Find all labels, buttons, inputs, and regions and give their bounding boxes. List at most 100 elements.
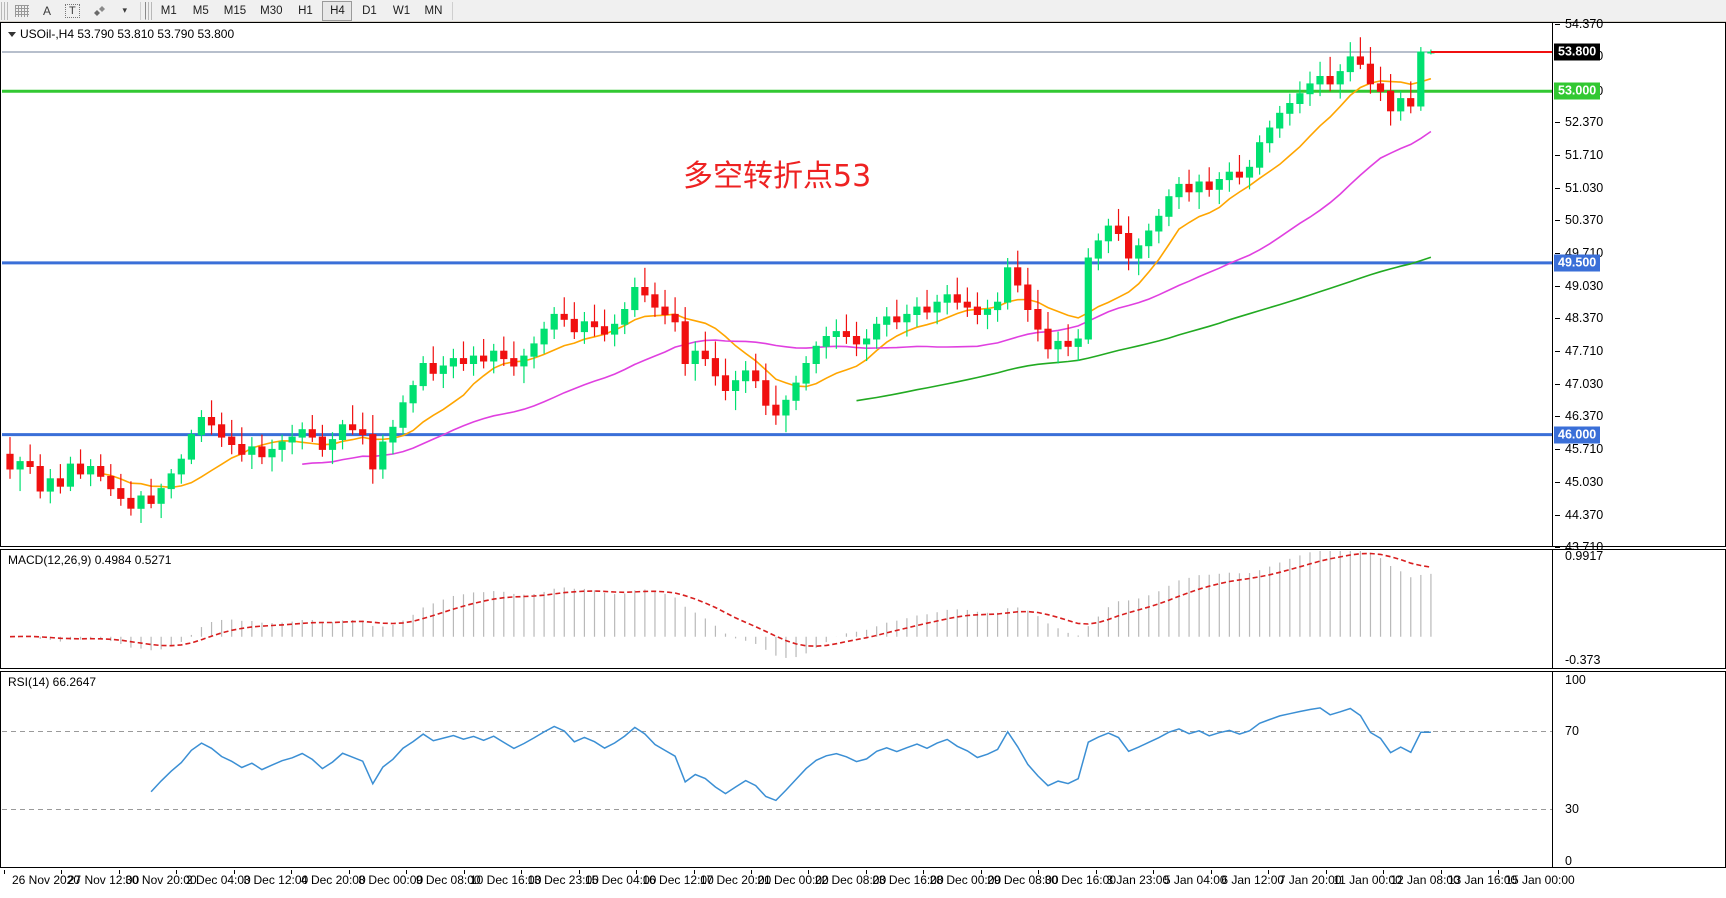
macd-axis-label: 0.9917 bbox=[1565, 549, 1604, 563]
time-axis-label: 30 Dec 16:00 bbox=[1044, 873, 1116, 887]
timeframe-m1[interactable]: M1 bbox=[160, 4, 177, 17]
time-axis-label: 27 Nov 12:00 bbox=[67, 873, 140, 887]
time-axis-label: 26 Nov 2020 bbox=[11, 873, 81, 887]
price-axis-label: 47.710 bbox=[1565, 343, 1604, 358]
price-axis-label: 48.370 bbox=[1565, 311, 1604, 326]
timeframe-m15[interactable]: M15 bbox=[223, 4, 247, 17]
time-axis-label: 17 Dec 20:00 bbox=[699, 873, 772, 887]
price-axis-label: 47.030 bbox=[1565, 377, 1604, 392]
rsi-axis[interactable]: 100 70 30 0 bbox=[1552, 672, 1725, 868]
time-axis-tick bbox=[1095, 870, 1097, 874]
time-axis-tick bbox=[176, 870, 178, 874]
objects-icon[interactable] bbox=[87, 1, 112, 21]
time-axis-label: 16 Dec 12:00 bbox=[642, 873, 714, 887]
macd-axis[interactable]: 0.9917 -0.373 bbox=[1552, 549, 1725, 668]
time-axis-label: 4 Dec 20:00 bbox=[300, 873, 366, 887]
rsi-panel[interactable]: RSI(14) 66.2647 100 70 30 0 bbox=[0, 671, 1726, 868]
rsi-line bbox=[150, 707, 1431, 802]
time-axis-tick bbox=[865, 870, 867, 874]
time-axis-label: 3 Dec 12:00 bbox=[243, 873, 309, 887]
time-axis-label: 2 Dec 04:00 bbox=[186, 873, 251, 887]
time-axis-tick bbox=[463, 870, 465, 874]
price-plot[interactable] bbox=[2, 24, 1553, 547]
price-axis-tick bbox=[1555, 384, 1560, 386]
time-axis-label: 5 Jan 04:00 bbox=[1163, 873, 1227, 887]
time-axis-label: 10 Dec 16:00 bbox=[469, 873, 542, 887]
price-level-badge-support-level[interactable]: 46.000 bbox=[1554, 426, 1601, 444]
time-axis-tick bbox=[1383, 870, 1385, 874]
time-axis-tick bbox=[521, 870, 523, 874]
time-axis-label: 6 Jan 12:00 bbox=[1221, 873, 1285, 887]
timeframe-m30[interactable]: M30 bbox=[260, 4, 283, 17]
timeframe-m5[interactable]: M5 bbox=[192, 4, 209, 17]
ma-slow bbox=[856, 256, 1432, 402]
price-axis-tick bbox=[1555, 122, 1560, 124]
time-axis-tick bbox=[751, 870, 752, 874]
time-axis-tick bbox=[808, 870, 810, 874]
rsi-axis-label: 30 bbox=[1565, 801, 1579, 816]
rsi-axis-label: 100 bbox=[1565, 673, 1586, 687]
price-axis-tick bbox=[1555, 482, 1560, 484]
price-level-badge-last-price[interactable]: 53.800 bbox=[1554, 43, 1601, 61]
time-axis-label: 11 Jan 00:00 bbox=[1333, 873, 1402, 887]
time-axis-label: 13 Dec 23:00 bbox=[527, 873, 599, 887]
time-axis-tick bbox=[1038, 870, 1040, 874]
price-series bbox=[2, 37, 1553, 523]
toolbar-grip-1[interactable] bbox=[1, 1, 9, 20]
time-axis-tick bbox=[693, 870, 695, 874]
chart-annotation: 多空转折点53 bbox=[683, 159, 872, 194]
time-axis-tick bbox=[578, 870, 580, 874]
rsi-plot[interactable] bbox=[2, 673, 1553, 868]
time-axis-label: 23 Dec 16:00 bbox=[872, 873, 944, 887]
timeframe-h4[interactable]: H4 bbox=[322, 0, 353, 21]
toolbar-grip-2[interactable] bbox=[144, 1, 153, 20]
price-axis-tick bbox=[1555, 285, 1560, 287]
collapse-icon[interactable] bbox=[8, 32, 16, 38]
time-axis-label: 15 Dec 04:00 bbox=[584, 873, 657, 887]
text-label-icon[interactable]: A bbox=[36, 1, 58, 21]
crosshair-grid-icon[interactable] bbox=[10, 1, 34, 21]
price-axis-tick bbox=[1555, 187, 1560, 189]
time-axis-label: 22 Dec 08:00 bbox=[814, 873, 887, 887]
chart-area[interactable]: USOil-,H4 53.790 53.810 53.790 53.800 多空… bbox=[0, 17, 1726, 898]
time-axis-label: 7 Jan 20:00 bbox=[1278, 873, 1342, 887]
text-label-glyph: A bbox=[42, 3, 51, 18]
time-axis-label: 15 Jan 00:00 bbox=[1505, 873, 1575, 887]
macd-plot[interactable] bbox=[2, 551, 1553, 669]
price-axis-tick bbox=[1555, 350, 1560, 352]
price-axis-label: 50.370 bbox=[1565, 213, 1604, 228]
price-axis-label: 45.030 bbox=[1565, 475, 1604, 490]
price-axis-label: 46.370 bbox=[1565, 409, 1604, 424]
text-box-glyph: T bbox=[65, 3, 80, 18]
rsi-axis-label: 0 bbox=[1565, 854, 1572, 868]
price-axis-label: 49.030 bbox=[1565, 278, 1604, 293]
timeframe-h1[interactable]: H1 bbox=[298, 4, 313, 17]
ma-fast bbox=[100, 77, 1432, 489]
time-axis-label: 13 Jan 16:00 bbox=[1447, 873, 1518, 887]
price-level-badge-support-level[interactable]: 53.000 bbox=[1554, 82, 1601, 100]
timeframe-d1[interactable]: D1 bbox=[362, 4, 377, 17]
price-axis-tick bbox=[1555, 220, 1560, 222]
price-axis[interactable]: 54.37053.71053.00052.37051.71051.03050.3… bbox=[1552, 17, 1725, 554]
price-axis-tick bbox=[1555, 154, 1560, 156]
dropdown-arrow-icon[interactable]: ▾ bbox=[114, 1, 136, 21]
time-axis-tick bbox=[923, 870, 925, 874]
time-axis-label: 8 Dec 00:00 bbox=[358, 873, 424, 887]
price-axis-label: 45.710 bbox=[1565, 441, 1604, 456]
price-axis-label: 54.370 bbox=[1565, 17, 1604, 31]
timeframe-w1[interactable]: W1 bbox=[392, 4, 411, 17]
macd-panel[interactable]: MACD(12,26,9) 0.4984 0.5271 0.9917 -0.373 bbox=[0, 549, 1726, 669]
rsi-series bbox=[2, 707, 1553, 810]
time-axis-tick bbox=[61, 870, 63, 874]
price-panel[interactable]: USOil-,H4 53.790 53.810 53.790 53.800 多空… bbox=[0, 17, 1726, 554]
price-level-badge-support-level[interactable]: 49.500 bbox=[1554, 254, 1601, 272]
macd-signal-line bbox=[9, 552, 1432, 648]
rsi-title: RSI(14) 66.2647 bbox=[8, 675, 97, 689]
time-axis-label: 21 Dec 00:00 bbox=[757, 873, 829, 887]
macd-series bbox=[9, 551, 1432, 658]
symbol-header: USOil-,H4 53.790 53.810 53.790 53.800 bbox=[8, 27, 234, 41]
time-axis[interactable]: 26 Nov 2020 27 Nov 12:00 30 Nov 20:00 2 Dec… bbox=[0, 870, 1726, 890]
timeframe-mn[interactable]: MN bbox=[424, 4, 443, 17]
toolbar-separator-2 bbox=[452, 1, 454, 20]
text-box-icon[interactable]: T bbox=[60, 1, 85, 21]
